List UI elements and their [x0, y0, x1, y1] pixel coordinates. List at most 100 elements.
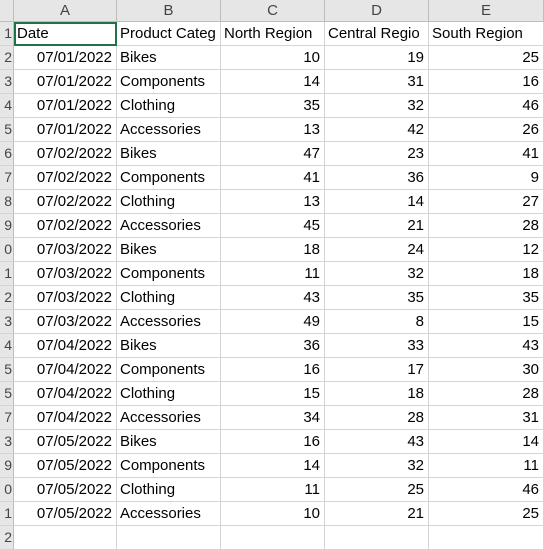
north-region-cell[interactable]: 16 — [221, 430, 325, 454]
category-cell[interactable]: Clothing — [117, 382, 221, 406]
empty-cell[interactable] — [221, 526, 325, 550]
date-cell[interactable]: 07/04/2022 — [14, 406, 117, 430]
north-region-cell[interactable]: 41 — [221, 166, 325, 190]
row-header[interactable]: 2 — [0, 46, 14, 70]
date-cell[interactable]: 07/05/2022 — [14, 502, 117, 526]
central-region-cell[interactable]: 14 — [325, 190, 429, 214]
south-region-cell[interactable]: 12 — [429, 238, 544, 262]
central-region-cell[interactable]: 35 — [325, 286, 429, 310]
date-cell[interactable]: 07/04/2022 — [14, 358, 117, 382]
north-region-cell[interactable]: 11 — [221, 262, 325, 286]
header-cell-south-region[interactable]: South Region — [429, 22, 544, 46]
header-cell-product-category[interactable]: Product Categ — [117, 22, 221, 46]
date-cell[interactable]: 07/03/2022 — [14, 262, 117, 286]
date-cell[interactable]: 07/03/2022 — [14, 310, 117, 334]
north-region-cell[interactable]: 45 — [221, 214, 325, 238]
row-header[interactable]: 1 — [0, 22, 14, 46]
north-region-cell[interactable]: 10 — [221, 502, 325, 526]
date-cell[interactable]: 07/05/2022 — [14, 454, 117, 478]
date-cell[interactable]: 07/04/2022 — [14, 382, 117, 406]
row-header[interactable]: 5 — [0, 118, 14, 142]
north-region-cell[interactable]: 16 — [221, 358, 325, 382]
date-cell[interactable]: 07/02/2022 — [14, 190, 117, 214]
empty-cell[interactable] — [429, 526, 544, 550]
north-region-cell[interactable]: 36 — [221, 334, 325, 358]
central-region-cell[interactable]: 18 — [325, 382, 429, 406]
south-region-cell[interactable]: 14 — [429, 430, 544, 454]
category-cell[interactable]: Accessories — [117, 310, 221, 334]
south-region-cell[interactable]: 28 — [429, 214, 544, 238]
north-region-cell[interactable]: 10 — [221, 46, 325, 70]
column-header-e[interactable]: E — [429, 0, 544, 22]
central-region-cell[interactable]: 19 — [325, 46, 429, 70]
empty-cell[interactable] — [117, 526, 221, 550]
category-cell[interactable]: Components — [117, 262, 221, 286]
north-region-cell[interactable]: 13 — [221, 190, 325, 214]
north-region-cell[interactable]: 49 — [221, 310, 325, 334]
south-region-cell[interactable]: 43 — [429, 334, 544, 358]
north-region-cell[interactable]: 14 — [221, 454, 325, 478]
category-cell[interactable]: Accessories — [117, 502, 221, 526]
north-region-cell[interactable]: 15 — [221, 382, 325, 406]
row-header[interactable]: 2 — [0, 526, 14, 550]
north-region-cell[interactable]: 43 — [221, 286, 325, 310]
row-header[interactable]: 5 — [0, 358, 14, 382]
south-region-cell[interactable]: 25 — [429, 502, 544, 526]
south-region-cell[interactable]: 9 — [429, 166, 544, 190]
south-region-cell[interactable]: 46 — [429, 478, 544, 502]
row-header[interactable]: 0 — [0, 238, 14, 262]
central-region-cell[interactable]: 23 — [325, 142, 429, 166]
row-header[interactable]: 7 — [0, 406, 14, 430]
south-region-cell[interactable]: 15 — [429, 310, 544, 334]
central-region-cell[interactable]: 17 — [325, 358, 429, 382]
category-cell[interactable]: Bikes — [117, 334, 221, 358]
north-region-cell[interactable]: 47 — [221, 142, 325, 166]
column-header-b[interactable]: B — [117, 0, 221, 22]
south-region-cell[interactable]: 25 — [429, 46, 544, 70]
row-header[interactable]: 5 — [0, 382, 14, 406]
central-region-cell[interactable]: 21 — [325, 214, 429, 238]
south-region-cell[interactable]: 18 — [429, 262, 544, 286]
north-region-cell[interactable]: 13 — [221, 118, 325, 142]
north-region-cell[interactable]: 14 — [221, 70, 325, 94]
row-header[interactable]: 6 — [0, 142, 14, 166]
central-region-cell[interactable]: 8 — [325, 310, 429, 334]
column-header-a[interactable]: A — [14, 0, 117, 22]
category-cell[interactable]: Accessories — [117, 214, 221, 238]
category-cell[interactable]: Components — [117, 70, 221, 94]
row-header[interactable]: 3 — [0, 70, 14, 94]
date-cell[interactable]: 07/02/2022 — [14, 166, 117, 190]
date-cell[interactable]: 07/05/2022 — [14, 430, 117, 454]
empty-cell[interactable] — [14, 526, 117, 550]
central-region-cell[interactable]: 31 — [325, 70, 429, 94]
south-region-cell[interactable]: 27 — [429, 190, 544, 214]
category-cell[interactable]: Accessories — [117, 406, 221, 430]
category-cell[interactable]: Components — [117, 358, 221, 382]
south-region-cell[interactable]: 16 — [429, 70, 544, 94]
row-header[interactable]: 1 — [0, 502, 14, 526]
row-header[interactable]: 9 — [0, 454, 14, 478]
date-cell[interactable]: 07/01/2022 — [14, 46, 117, 70]
column-header-d[interactable]: D — [325, 0, 429, 22]
category-cell[interactable]: Accessories — [117, 118, 221, 142]
south-region-cell[interactable]: 30 — [429, 358, 544, 382]
central-region-cell[interactable]: 36 — [325, 166, 429, 190]
central-region-cell[interactable]: 28 — [325, 406, 429, 430]
row-header[interactable]: 1 — [0, 262, 14, 286]
central-region-cell[interactable]: 25 — [325, 478, 429, 502]
central-region-cell[interactable]: 32 — [325, 94, 429, 118]
south-region-cell[interactable]: 31 — [429, 406, 544, 430]
row-header[interactable]: 2 — [0, 286, 14, 310]
row-header[interactable]: 8 — [0, 190, 14, 214]
date-cell[interactable]: 07/01/2022 — [14, 70, 117, 94]
category-cell[interactable]: Clothing — [117, 94, 221, 118]
row-header[interactable]: 3 — [0, 430, 14, 454]
date-cell[interactable]: 07/04/2022 — [14, 334, 117, 358]
category-cell[interactable]: Bikes — [117, 238, 221, 262]
header-cell-central-region[interactable]: Central Regio — [325, 22, 429, 46]
south-region-cell[interactable]: 26 — [429, 118, 544, 142]
date-cell[interactable]: 07/03/2022 — [14, 238, 117, 262]
select-all-corner[interactable] — [0, 0, 14, 22]
south-region-cell[interactable]: 46 — [429, 94, 544, 118]
central-region-cell[interactable]: 43 — [325, 430, 429, 454]
